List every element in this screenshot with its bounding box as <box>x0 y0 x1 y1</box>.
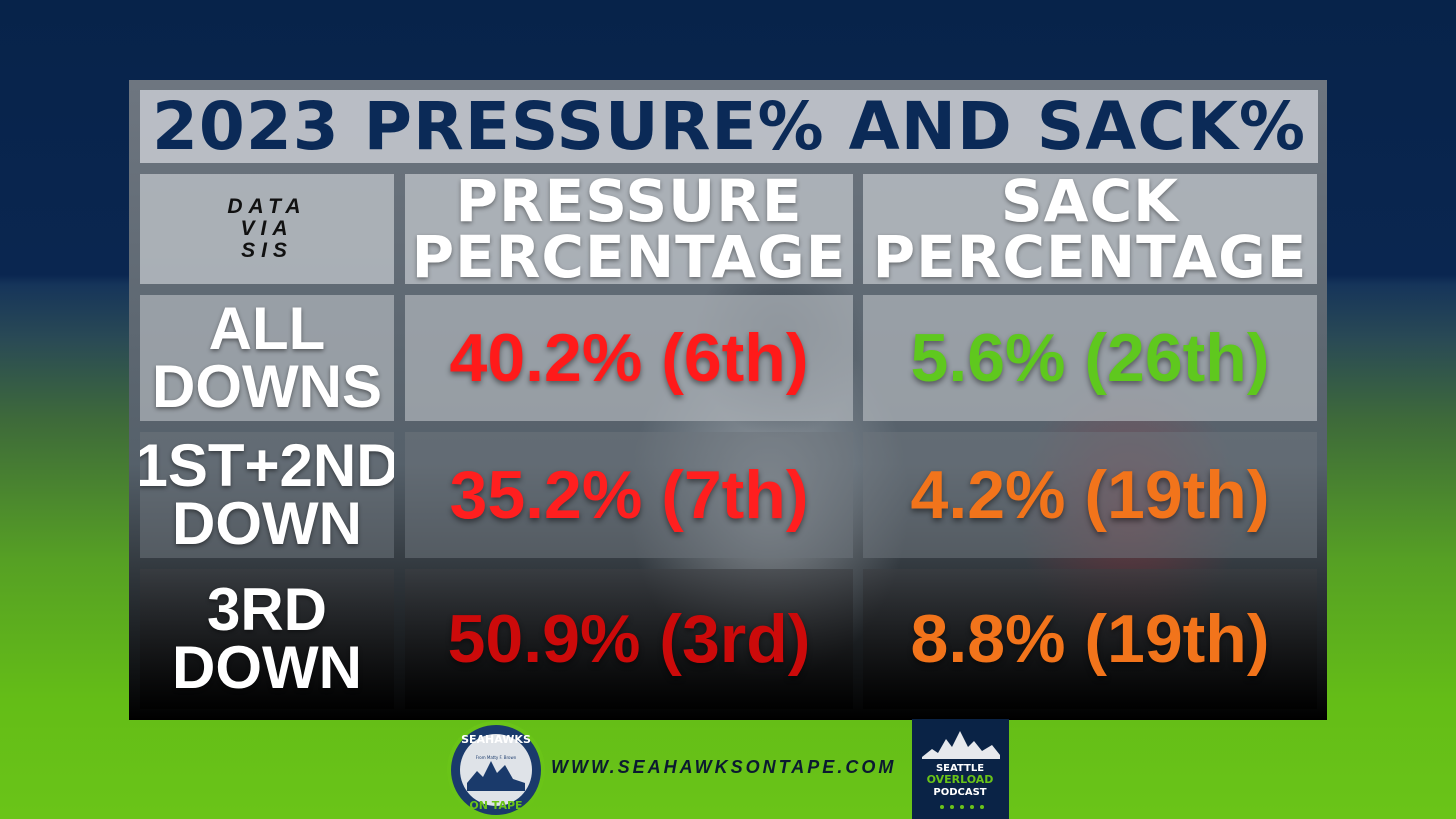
column-header-sack: SACK PERCENTAGE <box>863 174 1317 284</box>
pressure-early-downs: 35.2% (7th) <box>405 432 853 558</box>
row-header-line: ALL <box>208 295 326 362</box>
sack-early-downs: 4.2% (19th) <box>863 432 1317 558</box>
sack-all-downs: 5.6% (26th) <box>863 295 1317 421</box>
row-header-all-downs: ALL DOWNS <box>140 295 394 421</box>
logo-text: SEATTLE <box>936 763 984 774</box>
seahawks-on-tape-logo: SEAHAWKS From Matty F. Brown ON TAPE <box>447 721 545 819</box>
logo-text: SEAHAWKS <box>461 733 531 746</box>
data-source-line: DATA <box>227 195 307 218</box>
data-source-line: VIA <box>240 217 294 240</box>
logo-text: ON TAPE <box>469 799 522 812</box>
row-header-line: DOWN <box>172 490 362 557</box>
pressure-all-downs: 40.2% (6th) <box>405 295 853 421</box>
seattle-overload-podcast-logo: SEATTLE OVERLOAD PODCAST <box>912 719 1009 819</box>
column-header-line: PRESSURE <box>455 174 803 235</box>
row-header-line: DOWNS <box>152 353 382 420</box>
website-url[interactable]: WWW.SEAHAWKSONTAPE.COM <box>551 756 897 777</box>
row-header-line: 3RD <box>206 576 328 643</box>
pressure-third-down: 50.9% (3rd) <box>405 569 853 709</box>
table-title: 2023 PRESSURE% AND SACK% <box>140 90 1318 163</box>
column-header-pressure: PRESSURE PERCENTAGE <box>405 174 853 284</box>
row-header-line: 1ST+2ND <box>140 432 394 499</box>
row-header-third-down: 3RD DOWN <box>140 569 394 709</box>
data-source-line: SIS <box>241 239 293 262</box>
row-header-line: DOWN <box>172 634 362 701</box>
logo-text: PODCAST <box>933 787 986 798</box>
stats-table: 2023 PRESSURE% AND SACK% DATA VIA SIS PR… <box>129 80 1327 720</box>
data-source-note: DATA VIA SIS <box>140 174 394 284</box>
column-header-line: PERCENTAGE <box>872 223 1308 284</box>
sack-third-down: 8.8% (19th) <box>863 569 1317 709</box>
column-header-line: PERCENTAGE <box>411 223 847 284</box>
logo-tagline: From Matty F. Brown <box>476 755 517 760</box>
row-header-early-downs: 1ST+2ND DOWN <box>140 432 394 558</box>
logo-text: OVERLOAD <box>927 773 994 786</box>
column-header-line: SACK <box>1000 174 1180 235</box>
